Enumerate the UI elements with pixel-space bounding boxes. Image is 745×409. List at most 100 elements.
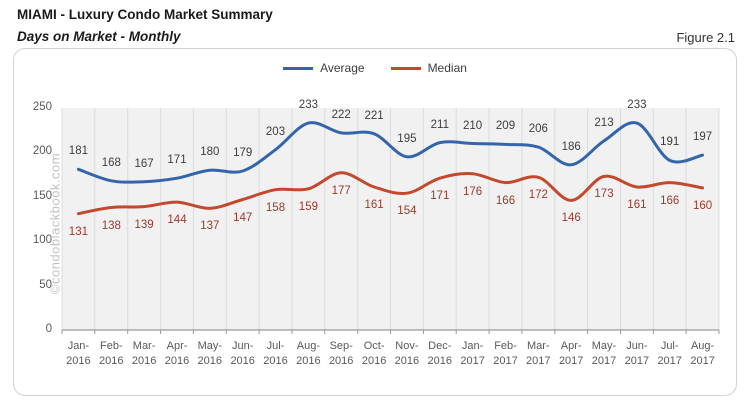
average-data-label: 233 xyxy=(627,99,647,112)
y-axis-label: 200 xyxy=(32,145,52,158)
x-axis-label-month: Jan- xyxy=(461,340,484,352)
x-axis-label: Sep- 2016 xyxy=(319,339,363,368)
median-data-label: 177 xyxy=(331,184,351,197)
x-axis-label-year: 2016 xyxy=(263,354,288,367)
legend-item-median: Median xyxy=(390,61,467,75)
median-data-label: 159 xyxy=(298,200,318,213)
x-axis-label-month: Jan- xyxy=(67,340,90,352)
x-axis-label: Oct- 2016 xyxy=(352,339,396,368)
x-axis-label-year: 2016 xyxy=(66,354,91,367)
x-axis-label-month: Feb- xyxy=(99,340,123,352)
x-axis-label: Jan- 2017 xyxy=(451,339,495,368)
x-axis-label: Dec- 2016 xyxy=(418,339,462,368)
x-axis-label: Apr- 2017 xyxy=(549,339,593,368)
legend-label: Median xyxy=(427,61,467,75)
average-data-label: 206 xyxy=(528,123,548,136)
median-data-label: 160 xyxy=(693,199,713,212)
x-axis-label-month: Dec- xyxy=(428,340,452,352)
watermark: ©condoblackbook.com xyxy=(47,152,63,295)
legend-line-swatch-average xyxy=(283,66,314,70)
x-axis-label-month: Aug- xyxy=(690,340,715,352)
median-data-label: 166 xyxy=(660,194,680,207)
x-axis-label: Mar- 2016 xyxy=(122,339,166,368)
x-axis-label-year: 2016 xyxy=(394,354,420,367)
average-data-label: 211 xyxy=(430,118,449,131)
figure-label: Figure 2.1 xyxy=(676,30,735,45)
x-axis-label-month: Jul- xyxy=(660,340,679,352)
y-axis-label: 100 xyxy=(32,234,52,247)
x-axis-label: Aug- 2017 xyxy=(681,339,725,368)
average-data-label: 171 xyxy=(167,154,187,167)
page-subtitle: Days on Market - Monthly xyxy=(17,29,181,44)
x-axis-label: Jun- 2017 xyxy=(615,339,659,368)
page-title: MIAMI - Luxury Condo Market Summary xyxy=(17,7,273,22)
x-axis-label-year: 2017 xyxy=(657,354,682,367)
median-data-label: 161 xyxy=(364,199,384,211)
average-data-label: 180 xyxy=(200,146,220,159)
x-axis-label-year: 2017 xyxy=(558,354,584,367)
x-axis-label-month: Aug- xyxy=(296,340,321,352)
average-data-label: 179 xyxy=(233,147,253,159)
legend: Average Median xyxy=(13,58,737,78)
x-axis-label: Jul- 2016 xyxy=(254,339,298,368)
median-data-label: 131 xyxy=(68,225,88,238)
median-data-label: 144 xyxy=(167,214,187,227)
average-data-label: 221 xyxy=(364,109,384,122)
average-data-label: 210 xyxy=(463,119,483,132)
x-axis-label: Apr- 2016 xyxy=(155,339,199,368)
x-axis-label-year: 2017 xyxy=(526,354,551,367)
average-data-label: 168 xyxy=(101,156,121,169)
median-data-label: 147 xyxy=(233,211,253,224)
x-axis-label-year: 2017 xyxy=(460,354,485,367)
legend-item-average: Average xyxy=(283,61,365,75)
x-axis-label-month: Mar- xyxy=(526,340,550,352)
median-data-label: 161 xyxy=(627,199,647,211)
median-line xyxy=(76,171,705,216)
x-axis-label-year: 2017 xyxy=(690,354,715,367)
average-data-label: 191 xyxy=(660,136,680,149)
average-data-label: 209 xyxy=(495,120,516,133)
x-axis-label-month: Apr- xyxy=(560,340,582,352)
median-data-label: 138 xyxy=(101,219,121,232)
x-axis-label-year: 2017 xyxy=(493,354,518,367)
x-axis-label-year: 2017 xyxy=(591,354,617,367)
x-axis-label: Feb- 2017 xyxy=(484,339,528,368)
median-data-label: 172 xyxy=(528,189,548,202)
y-axis-label: 50 xyxy=(39,278,52,291)
median-data-label: 171 xyxy=(430,190,450,203)
average-data-label: 195 xyxy=(397,132,417,145)
x-axis-label-year: 2016 xyxy=(427,354,453,367)
x-axis-label-month: Feb- xyxy=(494,340,517,352)
x-axis-label-year: 2016 xyxy=(230,354,255,367)
y-axis-label: 150 xyxy=(32,189,52,202)
x-axis-label: May- 2016 xyxy=(188,339,232,368)
legend-line-swatch-median xyxy=(390,66,421,70)
x-axis-label-year: 2016 xyxy=(164,354,190,367)
median-data-label: 137 xyxy=(200,220,220,233)
median-data-label: 166 xyxy=(495,194,516,207)
legend-label: Average xyxy=(320,61,365,75)
average-data-label: 203 xyxy=(265,125,286,138)
median-data-label: 173 xyxy=(594,188,614,201)
median-data-label: 176 xyxy=(463,185,483,198)
x-axis-label: Aug- 2016 xyxy=(286,339,330,368)
x-axis-label: Nov- 2016 xyxy=(385,339,429,368)
x-axis-label-month: Jun- xyxy=(626,340,648,352)
x-axis-label-month: Jun- xyxy=(231,340,254,352)
average-line xyxy=(76,121,705,184)
x-axis-label-month: May- xyxy=(591,340,617,352)
x-axis-label-month: Nov- xyxy=(395,340,419,352)
x-axis-label: Jun- 2016 xyxy=(221,339,265,368)
x-axis-label-month: Sep- xyxy=(329,340,353,352)
x-axis-label-year: 2016 xyxy=(361,354,387,367)
x-axis-label-month: Oct- xyxy=(363,340,385,352)
x-axis-label: Feb- 2016 xyxy=(89,339,133,368)
average-data-label: 222 xyxy=(331,108,351,121)
x-axis-label-year: 2017 xyxy=(624,354,650,367)
x-axis-label-year: 2016 xyxy=(296,354,321,367)
x-axis-label-month: Jul- xyxy=(266,340,285,352)
x-axis-label: Jul- 2017 xyxy=(648,339,692,368)
